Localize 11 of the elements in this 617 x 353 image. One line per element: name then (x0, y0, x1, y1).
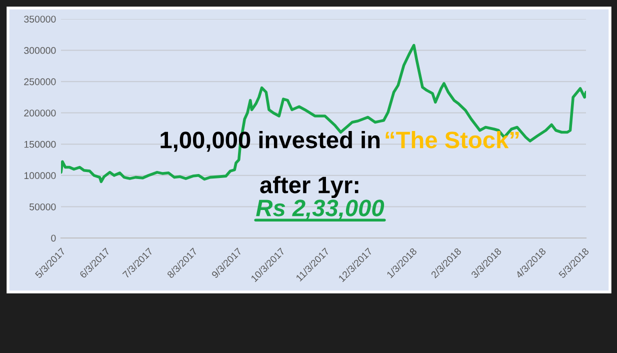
y-tick-label: 250000 (24, 78, 56, 86)
y-tick-label: 0 (51, 234, 56, 242)
y-tick-label: 100000 (24, 172, 56, 180)
y-tick-label: 50000 (29, 203, 56, 210)
annotation: “The Stock” (386, 130, 519, 148)
y-tick-label: 150000 (24, 140, 56, 148)
annotation: after 1yr: (260, 176, 358, 198)
y-tick-label: 350000 (24, 16, 56, 23)
y-tick-label: 300000 (24, 47, 56, 54)
annotation: Rs 2,33,000 (256, 200, 384, 220)
y-tick-label: 200000 (24, 110, 56, 116)
